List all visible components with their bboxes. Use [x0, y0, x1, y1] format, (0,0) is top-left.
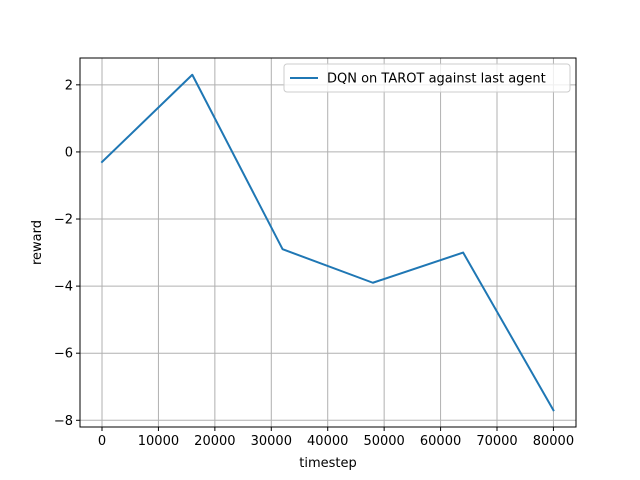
y-tick-label: −4: [54, 280, 73, 295]
series-line: [100, 73, 555, 412]
y-axis-label: reward: [30, 220, 45, 265]
x-tick-label: 20000: [194, 434, 235, 449]
x-tick-label: 60000: [420, 434, 461, 449]
x-tick-label: 50000: [363, 434, 404, 449]
y-tick-label: 2: [65, 78, 73, 93]
legend-box: [283, 63, 571, 93]
y-tick-label: −2: [54, 213, 73, 228]
x-tick-label: 30000: [251, 434, 292, 449]
x-tick-label: 70000: [476, 434, 517, 449]
legend: DQN on TAROT against last agent: [283, 63, 571, 93]
y-tick-label: −8: [54, 414, 73, 429]
x-axis-label: timestep: [299, 456, 357, 471]
series-layer: [100, 73, 555, 412]
y-tick-label: −6: [54, 347, 73, 362]
tick-layer: 0 10000 20000 30000 40000 50000 60000 70000 8000…: [54, 78, 574, 449]
y-tick-label: 0: [65, 145, 73, 160]
legend-label: DQN on TAROT against last agent: [327, 72, 546, 87]
x-tick-label: 80000: [533, 434, 574, 449]
x-tick-label: 0: [98, 434, 106, 449]
x-tick-label: 10000: [138, 434, 179, 449]
x-tick-label: 40000: [307, 434, 348, 449]
